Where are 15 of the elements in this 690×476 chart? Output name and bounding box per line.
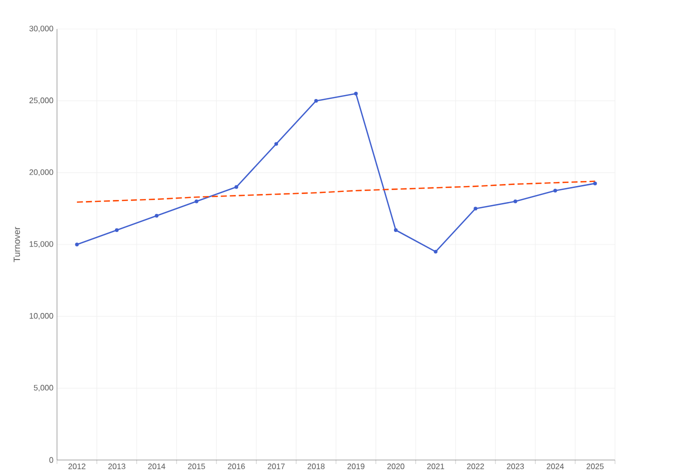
point	[434, 250, 438, 254]
point	[354, 92, 358, 96]
point	[234, 185, 238, 189]
point	[514, 200, 518, 204]
point	[75, 242, 79, 246]
point	[593, 182, 597, 186]
point	[114, 228, 119, 232]
point	[194, 200, 198, 204]
y-axis-title: Turnover	[14, 226, 20, 262]
point	[474, 206, 478, 210]
point	[274, 142, 278, 146]
point	[154, 214, 158, 218]
point	[553, 188, 558, 192]
point	[314, 98, 318, 103]
point	[394, 228, 398, 232]
